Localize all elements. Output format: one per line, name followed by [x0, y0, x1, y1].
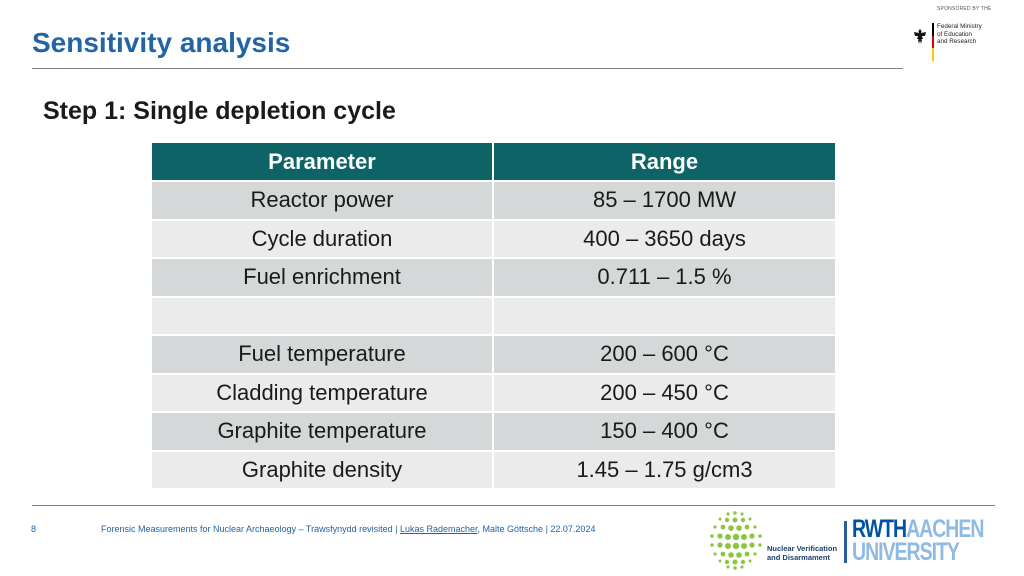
page-number: 8	[31, 524, 37, 534]
parameter-cell: Fuel enrichment	[152, 258, 494, 298]
bmbf-sponsor-logo: SPONSORED BY THE Federal Ministry of Edu…	[913, 6, 1003, 64]
nvd-line: and Disarmament	[767, 553, 830, 562]
table-row-empty	[152, 296, 835, 336]
range-cell: 1.45 – 1.75 g/cm3	[493, 450, 835, 490]
table-row: Fuel enrichment 0.711 – 1.5 %	[152, 258, 835, 298]
range-cell: 0.711 – 1.5 %	[493, 258, 835, 298]
author-link[interactable]: Lukas Rademacher	[399, 524, 478, 534]
parameter-cell: Fuel temperature	[152, 335, 494, 375]
parameter-cell	[152, 296, 494, 336]
range-cell: 200 – 600 °C	[493, 335, 835, 375]
presentation-date: 22.07.2024	[550, 524, 596, 534]
slide-title: Sensitivity analysis	[32, 27, 291, 58]
step-heading: Step 1: Single depletion cycle	[43, 97, 396, 125]
ministry-line: Federal Ministry	[937, 23, 982, 30]
parameter-cell: Graphite temperature	[152, 412, 494, 452]
table-row: Cladding temperature 200 – 450 °C	[152, 373, 835, 413]
table-row: Cycle duration 400 – 3650 days	[152, 219, 835, 259]
sponsor-caption: SPONSORED BY THE	[937, 6, 992, 12]
range-cell: 85 – 1700 MW	[493, 181, 835, 221]
column-header-range: Range	[493, 143, 835, 182]
footer-citation: Forensic Measurements for Nuclear Archae…	[101, 524, 595, 534]
nvd-line: Nuclear Verification	[767, 544, 838, 553]
coauthor: , Malte Göttsche	[477, 524, 544, 534]
parameter-cell: Cycle duration	[152, 219, 494, 259]
nvd-logo-dots-icon	[710, 511, 762, 570]
range-cell	[493, 296, 835, 336]
nvd-logo-text: Nuclear Verification and Disarmament	[767, 544, 837, 562]
table-header-row: Parameter Range	[152, 143, 835, 182]
title-divider	[32, 68, 903, 69]
table-row: Graphite temperature 150 – 400 °C	[152, 412, 835, 452]
parameter-cell: Cladding temperature	[152, 373, 494, 413]
table-row: Reactor power 85 – 1700 MW	[152, 181, 835, 221]
aachen-wordmark: AACHEN	[906, 515, 984, 543]
federal-eagle-icon	[914, 29, 926, 45]
rwth-wordmark: RWTH	[852, 515, 907, 543]
footer-separator: |	[392, 524, 400, 534]
footer-separator: |	[543, 524, 551, 534]
parameter-cell: Graphite density	[152, 450, 494, 490]
range-cell: 150 – 400 °C	[493, 412, 835, 452]
ministry-line: and Research	[937, 38, 977, 46]
university-wordmark: UNIVERSITY	[852, 538, 960, 566]
german-flag-stripe	[932, 23, 934, 61]
range-cell: 400 – 3650 days	[493, 219, 835, 259]
parameter-range-table: Parameter Range Reactor power 85 – 1700 …	[152, 143, 835, 490]
rwth-aachen-logo: RWTHAACHEN UNIVERSITY	[852, 515, 984, 566]
column-header-parameter: Parameter	[152, 143, 494, 182]
range-cell: 200 – 450 °C	[493, 373, 835, 413]
ministry-line: of Education	[937, 30, 973, 38]
presentation-title: Forensic Measurements for Nuclear Archae…	[101, 524, 393, 534]
ministry-name: Federal Ministry of Education and Resear…	[937, 23, 997, 46]
table-row: Fuel temperature 200 – 600 °C	[152, 335, 835, 375]
parameter-cell: Reactor power	[152, 181, 494, 221]
table-row: Graphite density 1.45 – 1.75 g/cm3	[152, 450, 835, 490]
rwth-logo-bar	[844, 521, 847, 563]
footer-divider	[32, 505, 995, 506]
